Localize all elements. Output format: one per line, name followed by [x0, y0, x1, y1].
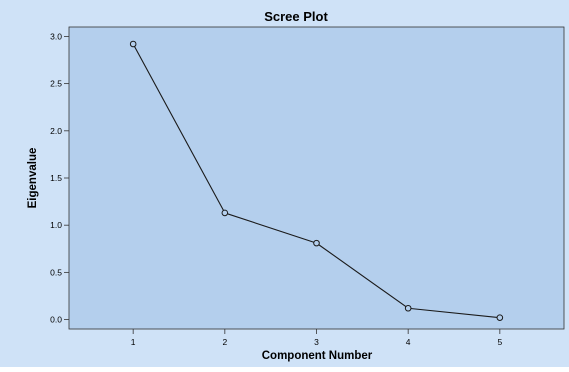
chart-title: Scree Plot — [264, 9, 328, 24]
series-line-segment — [316, 242, 409, 309]
y-tick-label: 2.5 — [50, 79, 62, 89]
x-axis-ticks: 1 2 3 4 5 — [131, 329, 502, 347]
x-tick-label: 4 — [406, 337, 411, 347]
series-points-group — [129, 40, 504, 321]
data-point — [404, 304, 412, 312]
data-point — [221, 209, 229, 217]
series-line-segment — [132, 43, 226, 214]
y-tick-label: 0.0 — [50, 315, 62, 325]
data-point — [313, 239, 320, 247]
series-line-group — [132, 43, 500, 319]
plot-area — [68, 26, 565, 330]
y-axis-ticks: 0.0 0.5 1.0 1.5 2.0 2.5 3.0 — [50, 31, 69, 325]
y-tick-label: 2.0 — [50, 126, 62, 136]
series-line-segment — [408, 307, 500, 319]
y-tick-label: 0.5 — [50, 267, 62, 277]
y-tick-label: 3.0 — [50, 31, 62, 41]
x-tick-label: 5 — [497, 337, 502, 347]
x-tick-label: 3 — [314, 337, 319, 347]
x-tick-label: 1 — [131, 337, 136, 347]
data-point — [496, 314, 504, 321]
y-tick-label: 1.5 — [50, 173, 62, 183]
y-axis-title: Eigenvalue — [27, 148, 39, 209]
series-line-segment — [224, 212, 317, 244]
data-point — [129, 40, 137, 48]
x-tick-label: 2 — [222, 337, 227, 347]
y-tick-label: 1.0 — [50, 220, 62, 230]
x-axis-title: Component Number — [262, 350, 373, 362]
